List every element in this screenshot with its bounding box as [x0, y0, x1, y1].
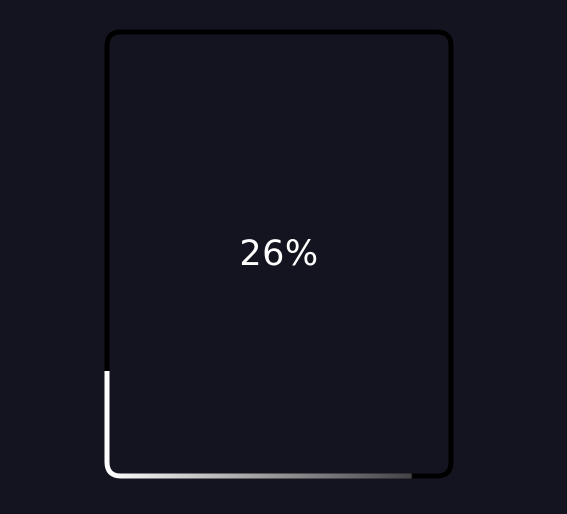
progress-frame — [104, 29, 454, 479]
progress-percent-label: 26% — [239, 234, 319, 274]
progress-fill — [104, 29, 454, 479]
progress-loader: 26% — [104, 29, 454, 479]
